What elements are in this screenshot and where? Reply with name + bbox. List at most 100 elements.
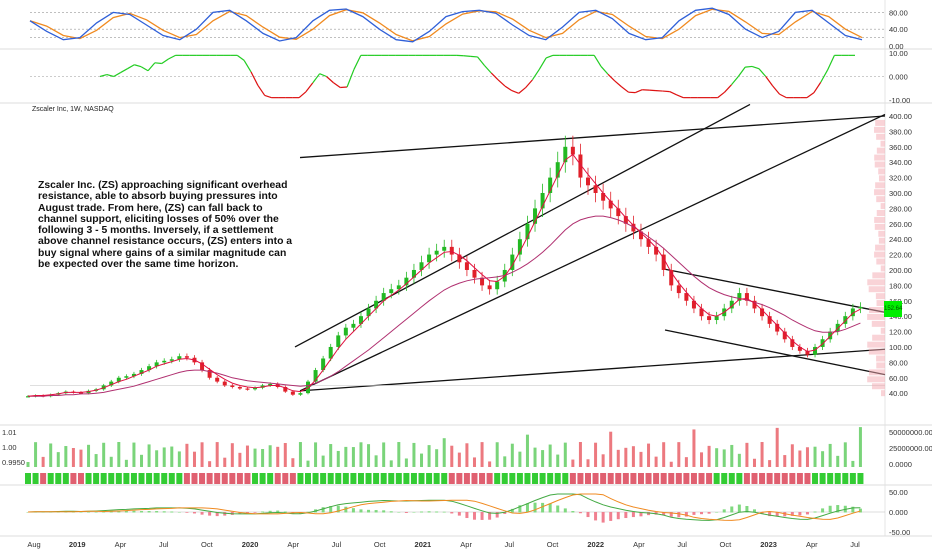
volume-bar — [480, 442, 484, 467]
volume-profile-bar — [867, 313, 885, 320]
volume-bar — [71, 448, 75, 467]
volume-bar — [813, 446, 817, 467]
volume-bar — [578, 442, 582, 467]
macd-histogram-bar — [692, 512, 696, 515]
momentum-segment — [333, 82, 341, 88]
trend-strip-cell — [683, 473, 690, 484]
trend-strip-cell — [668, 473, 675, 484]
momentum-segment — [779, 93, 787, 99]
trend-strip-cell — [524, 473, 531, 484]
volume-bar — [336, 450, 340, 467]
x-tick-label: 2019 — [69, 540, 86, 549]
candle-body — [131, 373, 136, 377]
momentum-segment — [765, 76, 774, 87]
macd-histogram-bar — [609, 512, 613, 521]
candle-body — [699, 308, 704, 317]
trend-strip-cell — [827, 473, 834, 484]
trend-strip-cell — [812, 473, 819, 484]
candle-body — [586, 177, 590, 186]
volume-bar — [344, 446, 348, 467]
candle-body — [858, 306, 863, 309]
volume-bar — [420, 453, 424, 467]
price-tick-label: 120.00 — [889, 328, 912, 337]
macd-histogram-bar — [760, 512, 764, 514]
trend-strip-cell — [297, 473, 304, 484]
momentum-segment — [772, 85, 780, 95]
trend-strip-cell — [168, 473, 175, 484]
trend-strip-cell — [842, 473, 849, 484]
trend-strip-cell — [40, 473, 47, 484]
volume-bar — [525, 434, 529, 467]
macd-histogram-bar — [798, 512, 802, 516]
macd-histogram-bar — [427, 511, 431, 513]
volume-bar — [495, 442, 499, 467]
x-tick-label: Apr — [287, 540, 299, 549]
trend-strip-cell — [569, 473, 576, 484]
macd-histogram-bar — [472, 512, 476, 520]
candle-body — [525, 223, 530, 240]
price-tick-label: 240.00 — [889, 235, 912, 244]
candle-body — [790, 339, 795, 347]
candle-body — [283, 386, 288, 392]
candle-body — [222, 381, 227, 386]
volume-bar — [510, 443, 514, 467]
candle-body — [358, 316, 363, 324]
volume-bar — [684, 457, 688, 467]
macd-histogram-bar — [117, 510, 121, 513]
volume-profile-bar — [867, 376, 885, 383]
trend-strip-cell — [456, 473, 463, 484]
trend-strip-cell — [403, 473, 410, 484]
candle-body — [775, 323, 780, 332]
macd-tick-label: 50.00 — [889, 488, 908, 497]
volume-bar — [382, 442, 386, 467]
macd-histogram-bar — [336, 505, 340, 513]
volume-bar — [722, 449, 726, 467]
x-tick-label: Jul — [850, 540, 860, 549]
volume-bar — [662, 442, 666, 467]
candle-body — [593, 185, 598, 193]
trend-strip-cell — [176, 473, 183, 484]
candle-body — [684, 293, 689, 301]
x-tick-label: Aug — [27, 540, 40, 549]
momentum-segment — [264, 94, 272, 99]
price-tick-label: 80.00 — [889, 358, 908, 367]
candle-body — [343, 327, 348, 336]
volume-bar — [306, 460, 310, 467]
volume-bar — [518, 451, 522, 467]
trend-strip-cell — [138, 473, 145, 484]
candle-body — [449, 246, 454, 255]
volume-left-tick-label: 0.9950 — [2, 458, 25, 467]
candle-body — [578, 154, 583, 178]
macd-histogram-bar — [722, 509, 726, 513]
trend-strip-cell — [479, 473, 486, 484]
candle-body — [26, 396, 30, 398]
candle-body — [563, 146, 568, 163]
momentum-segment — [820, 69, 829, 83]
candle-body — [616, 208, 621, 217]
momentum-segment — [621, 86, 629, 93]
trend-strip-cell — [199, 473, 206, 484]
momentum-segment — [134, 64, 142, 68]
volume-bar — [594, 442, 598, 467]
x-tick-label: Oct — [374, 540, 387, 549]
momentum-segment — [106, 73, 114, 78]
price-tick-label: 220.00 — [889, 251, 912, 260]
volume-profile-bar — [872, 272, 885, 279]
candle-body — [691, 300, 696, 309]
trend-strip-cell — [637, 473, 644, 484]
volume-profile-bar — [874, 154, 885, 161]
trend-strip-cell — [426, 473, 433, 484]
macd-histogram-bar — [556, 505, 560, 513]
candle-body — [374, 300, 379, 309]
volume-bar — [140, 454, 144, 467]
trend-strip-cell — [600, 473, 607, 484]
macd-histogram-bar — [647, 512, 651, 516]
volume-bar — [412, 442, 416, 467]
price-tick-label: 200.00 — [889, 266, 912, 275]
volume-profile-bar — [874, 223, 885, 230]
macd-histogram-bar — [480, 512, 484, 520]
volume-bar — [427, 445, 431, 467]
momentum-segment — [147, 62, 156, 72]
volume-bar — [117, 442, 121, 467]
macd-histogram-bar — [344, 506, 348, 513]
